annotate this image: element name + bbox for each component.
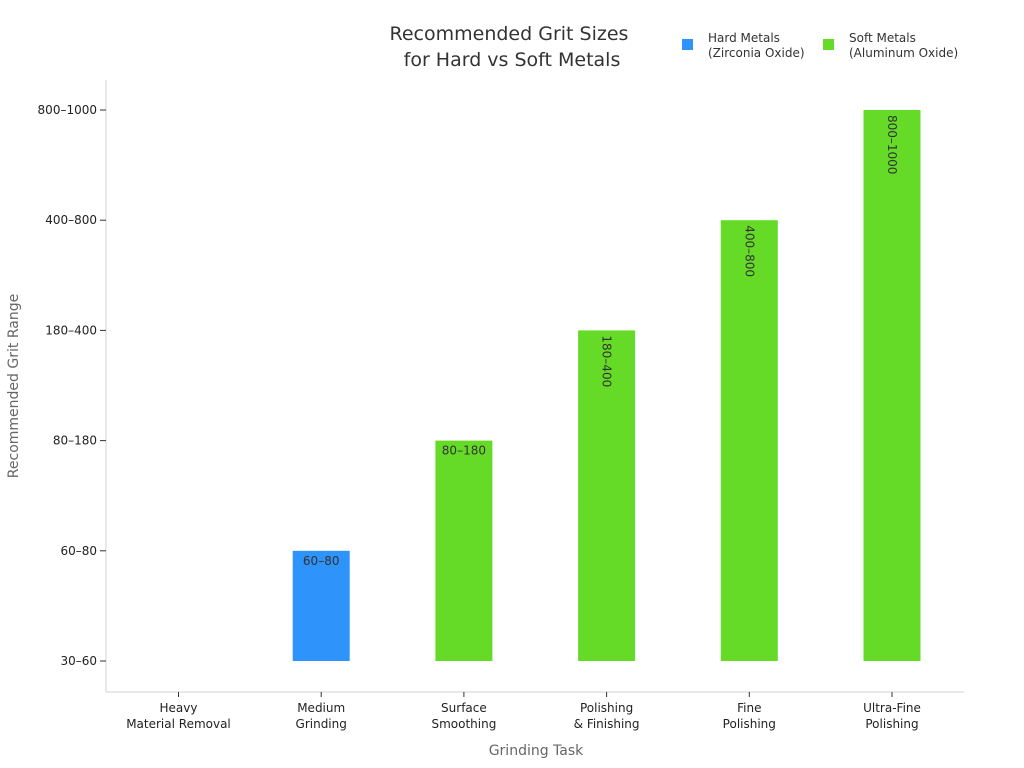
legend-label-soft-metals: Soft Metals (Aluminum Oxide) (849, 31, 958, 60)
y-tick-label: 800–1000 (38, 103, 97, 117)
bar (863, 110, 921, 661)
legend-item-hard-metals: Hard Metals (Zirconia Oxide) (682, 31, 805, 60)
y-tick-label: 80–180 (53, 434, 97, 448)
bar-data-label: 80–180 (442, 444, 486, 458)
bar-data-label: 180–400 (600, 335, 614, 387)
x-tick-label: Medium Grinding (296, 701, 347, 731)
bar-data-label: 60–80 (303, 554, 340, 568)
legend: Hard Metals (Zirconia Oxide) Soft Metals… (682, 31, 958, 60)
x-tick-label: Fine Polishing (723, 701, 776, 731)
y-tick-label: 30–60 (60, 654, 97, 668)
legend-item-soft-metals: Soft Metals (Aluminum Oxide) (823, 31, 958, 60)
bar (292, 550, 350, 661)
y-axis-ticks: 30–60 60–80 80–180 180–400 400–800 800–1000 (38, 103, 106, 668)
chart-title-line-1: Recommended Grit Sizes (390, 23, 629, 45)
bar (578, 330, 636, 661)
bar (720, 220, 778, 661)
x-axis-title: Grinding Task (489, 743, 584, 759)
bar-data-label: 400–800 (742, 225, 756, 277)
y-tick-label: 180–400 (45, 323, 97, 337)
x-tick-label: Ultra-Fine Polishing (863, 701, 921, 731)
bar (435, 440, 493, 661)
x-tick-label: Heavy Material Removal (126, 701, 231, 731)
legend-label-hard-metals: Hard Metals (Zirconia Oxide) (708, 31, 805, 60)
legend-swatch-soft-metals (823, 39, 834, 50)
x-tick-label: Polishing & Finishing (574, 701, 640, 731)
chart-title: Recommended Grit Sizes for Hard vs Soft … (390, 23, 635, 71)
legend-swatch-hard-metals (682, 39, 693, 50)
x-tick-label: Surface Smoothing (431, 701, 496, 731)
y-axis-title: Recommended Grit Range (6, 294, 22, 478)
y-tick-label: 400–800 (45, 213, 97, 227)
x-axis-ticks: Heavy Material Removal Medium Grinding Surfa… (126, 692, 921, 731)
bar-data-label: 800–1000 (885, 115, 899, 174)
bars: 60–80 80–180 180–400 400–800 800–1000 (292, 110, 921, 661)
chart-title-line-2: for Hard vs Soft Metals (404, 49, 621, 71)
y-tick-label: 60–80 (60, 544, 97, 558)
